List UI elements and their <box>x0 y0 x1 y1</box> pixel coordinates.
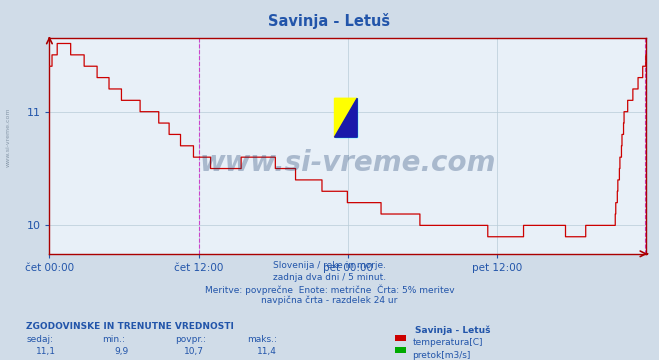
Text: www.si-vreme.com: www.si-vreme.com <box>200 149 496 177</box>
Text: povpr.:: povpr.: <box>175 335 206 344</box>
Polygon shape <box>335 98 357 137</box>
Polygon shape <box>335 98 357 137</box>
Text: 11,1: 11,1 <box>36 347 56 356</box>
Text: Savinja - Letuš: Savinja - Letuš <box>268 13 391 28</box>
Text: 10,7: 10,7 <box>185 347 204 356</box>
Text: www.si-vreme.com: www.si-vreme.com <box>5 107 11 167</box>
Text: 9,9: 9,9 <box>115 347 129 356</box>
Polygon shape <box>335 98 357 137</box>
Text: ZGODOVINSKE IN TRENUTNE VREDNOSTI: ZGODOVINSKE IN TRENUTNE VREDNOSTI <box>26 322 234 331</box>
Text: navpična črta - razdelek 24 ur: navpična črta - razdelek 24 ur <box>262 296 397 305</box>
Text: Savinja - Letuš: Savinja - Letuš <box>415 326 491 335</box>
Text: temperatura[C]: temperatura[C] <box>413 338 483 347</box>
Text: sedaj:: sedaj: <box>26 335 53 344</box>
Text: 11,4: 11,4 <box>257 347 277 356</box>
Text: pretok[m3/s]: pretok[m3/s] <box>413 351 471 360</box>
Text: Slovenija / reke in morje.: Slovenija / reke in morje. <box>273 261 386 270</box>
Text: zadnja dva dni / 5 minut.: zadnja dva dni / 5 minut. <box>273 273 386 282</box>
Text: min.:: min.: <box>102 335 125 344</box>
Text: Meritve: povprečne  Enote: metrične  Črta: 5% meritev: Meritve: povprečne Enote: metrične Črta:… <box>205 284 454 294</box>
Text: maks.:: maks.: <box>247 335 277 344</box>
